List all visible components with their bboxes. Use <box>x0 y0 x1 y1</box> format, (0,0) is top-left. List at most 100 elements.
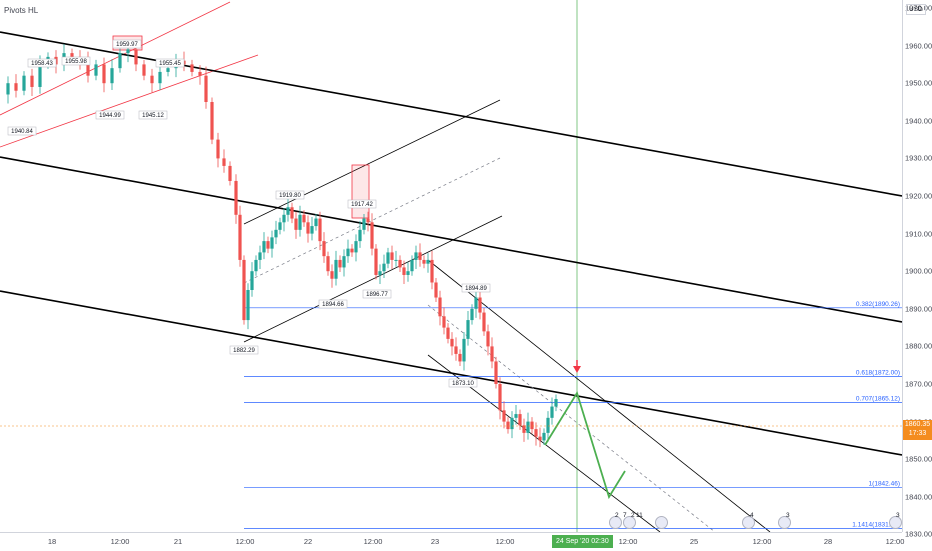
candle-body <box>342 256 346 268</box>
candle-body <box>354 241 358 253</box>
candle-body <box>378 271 382 275</box>
us-flag-event-icon[interactable] <box>742 516 755 529</box>
candle-body <box>446 327 450 339</box>
candle-body <box>262 241 266 253</box>
time-tick: 28 <box>823 537 833 546</box>
candle-body <box>470 308 474 321</box>
fib-label: 0.382(1890.26) <box>856 301 900 308</box>
fib-label: 0.618(1872.00) <box>856 369 900 376</box>
pivot-label: 1959.97 <box>116 42 138 48</box>
candle-body <box>86 60 90 76</box>
candle-body <box>338 259 342 268</box>
us-flag-event-icon[interactable] <box>889 516 902 529</box>
candle-body <box>358 229 362 242</box>
candle-body <box>490 346 494 362</box>
indicator-title[interactable]: Pivots HL <box>4 6 39 15</box>
candle-body <box>310 226 314 234</box>
candle-body <box>298 214 302 230</box>
candle-body <box>478 297 482 313</box>
candle-body <box>494 361 498 384</box>
candle-body <box>542 432 546 441</box>
candle-body <box>222 158 226 166</box>
candle-body <box>382 263 386 272</box>
candle-body <box>70 53 74 57</box>
time-axis[interactable]: 18 12:00 21 12:00 22 12:00 23 12:00 12:00 25 12:00… <box>0 532 904 551</box>
pivot-label: 1894.66 <box>322 302 344 308</box>
candle-body <box>418 252 422 260</box>
chart-canvas[interactable]: 0.382(1890.26) 0.618(1872.00) 0.707(1865.1… <box>0 0 902 532</box>
candle-body <box>326 256 330 272</box>
candle-body <box>442 316 446 328</box>
candle-body <box>110 68 114 84</box>
us-flag-event-icon[interactable] <box>655 516 668 529</box>
chart-plot-area[interactable]: 0.382(1890.26) 0.618(1872.00) 0.707(1865.1… <box>0 0 902 532</box>
candle-body <box>242 259 246 321</box>
pivot-label-box <box>138 110 168 120</box>
us-flag-event-icon[interactable] <box>623 516 636 529</box>
candle-body <box>350 248 354 253</box>
pivot-label-box <box>362 289 392 299</box>
pivot-label: 1944.99 <box>99 113 121 119</box>
pivot-label-box <box>61 56 91 66</box>
candle-body <box>216 139 220 159</box>
event-count: 7 <box>623 512 627 519</box>
candle-body <box>374 248 378 275</box>
candle-body <box>462 338 466 362</box>
price-tick: 1920.00 <box>905 191 932 201</box>
candle-body <box>150 75 154 84</box>
price-tick: 1870.00 <box>905 379 932 389</box>
price-tick: 1890.00 <box>905 304 932 314</box>
candle-body <box>506 421 510 430</box>
candle-body <box>434 282 438 298</box>
pivot-label: 1955.98 <box>65 59 87 65</box>
candle-body <box>94 64 98 76</box>
candle-body <box>438 297 442 317</box>
us-flag-event-icon[interactable] <box>778 516 791 529</box>
pivot-label-box <box>448 378 478 388</box>
candle-body <box>274 229 278 238</box>
candle-body <box>204 75 208 102</box>
candle-body <box>406 271 410 275</box>
candle-body <box>474 297 478 309</box>
candle-body <box>534 429 538 437</box>
candle-body <box>198 71 202 76</box>
candle-body <box>330 271 334 279</box>
event-count: 3 <box>896 512 900 519</box>
candle-body <box>318 218 322 242</box>
candle-body <box>514 414 518 418</box>
forecast-path <box>544 390 626 500</box>
candle-body <box>546 417 550 433</box>
price-tick: 1910.00 <box>905 229 932 239</box>
pivot-label: 1917.42 <box>351 202 373 208</box>
down-arrow-marker <box>573 366 581 373</box>
candle-body <box>526 421 530 433</box>
currency-label[interactable]: USD <box>906 4 926 15</box>
pivot-labels: 1959.97 1955.98 1955.45 1958.43 1940.84 1944.… <box>7 39 491 388</box>
candle-body <box>286 207 290 215</box>
us-flag-event-icon[interactable] <box>609 516 622 529</box>
price-axis[interactable]: 1970.00 1960.00 1950.00 1940.00 1930.00 1920.… <box>902 0 932 539</box>
pivot-label: 1940.84 <box>11 129 33 135</box>
event-count: 11 <box>636 512 643 519</box>
pivot-label-box <box>347 199 377 209</box>
event-count: 4 <box>750 512 754 519</box>
candle-body <box>530 421 534 430</box>
candle-body <box>402 267 406 275</box>
candle-body <box>322 241 326 257</box>
pivot-label-box <box>7 126 37 136</box>
candle-body <box>102 64 106 84</box>
candle-body <box>482 312 486 332</box>
pivot-label-box <box>95 110 125 120</box>
candle-body <box>334 259 338 279</box>
candle-body <box>238 214 242 260</box>
pivot-label: 1945.12 <box>142 113 164 119</box>
event-count: 2 <box>615 512 619 519</box>
candle-body <box>14 83 18 91</box>
time-tick: 18 <box>47 537 57 546</box>
candle-body <box>458 353 462 362</box>
time-tick: 21 <box>173 537 183 546</box>
time-tick: 25 <box>689 537 699 546</box>
candle-body <box>210 102 214 140</box>
pivot-label-box <box>27 58 57 68</box>
